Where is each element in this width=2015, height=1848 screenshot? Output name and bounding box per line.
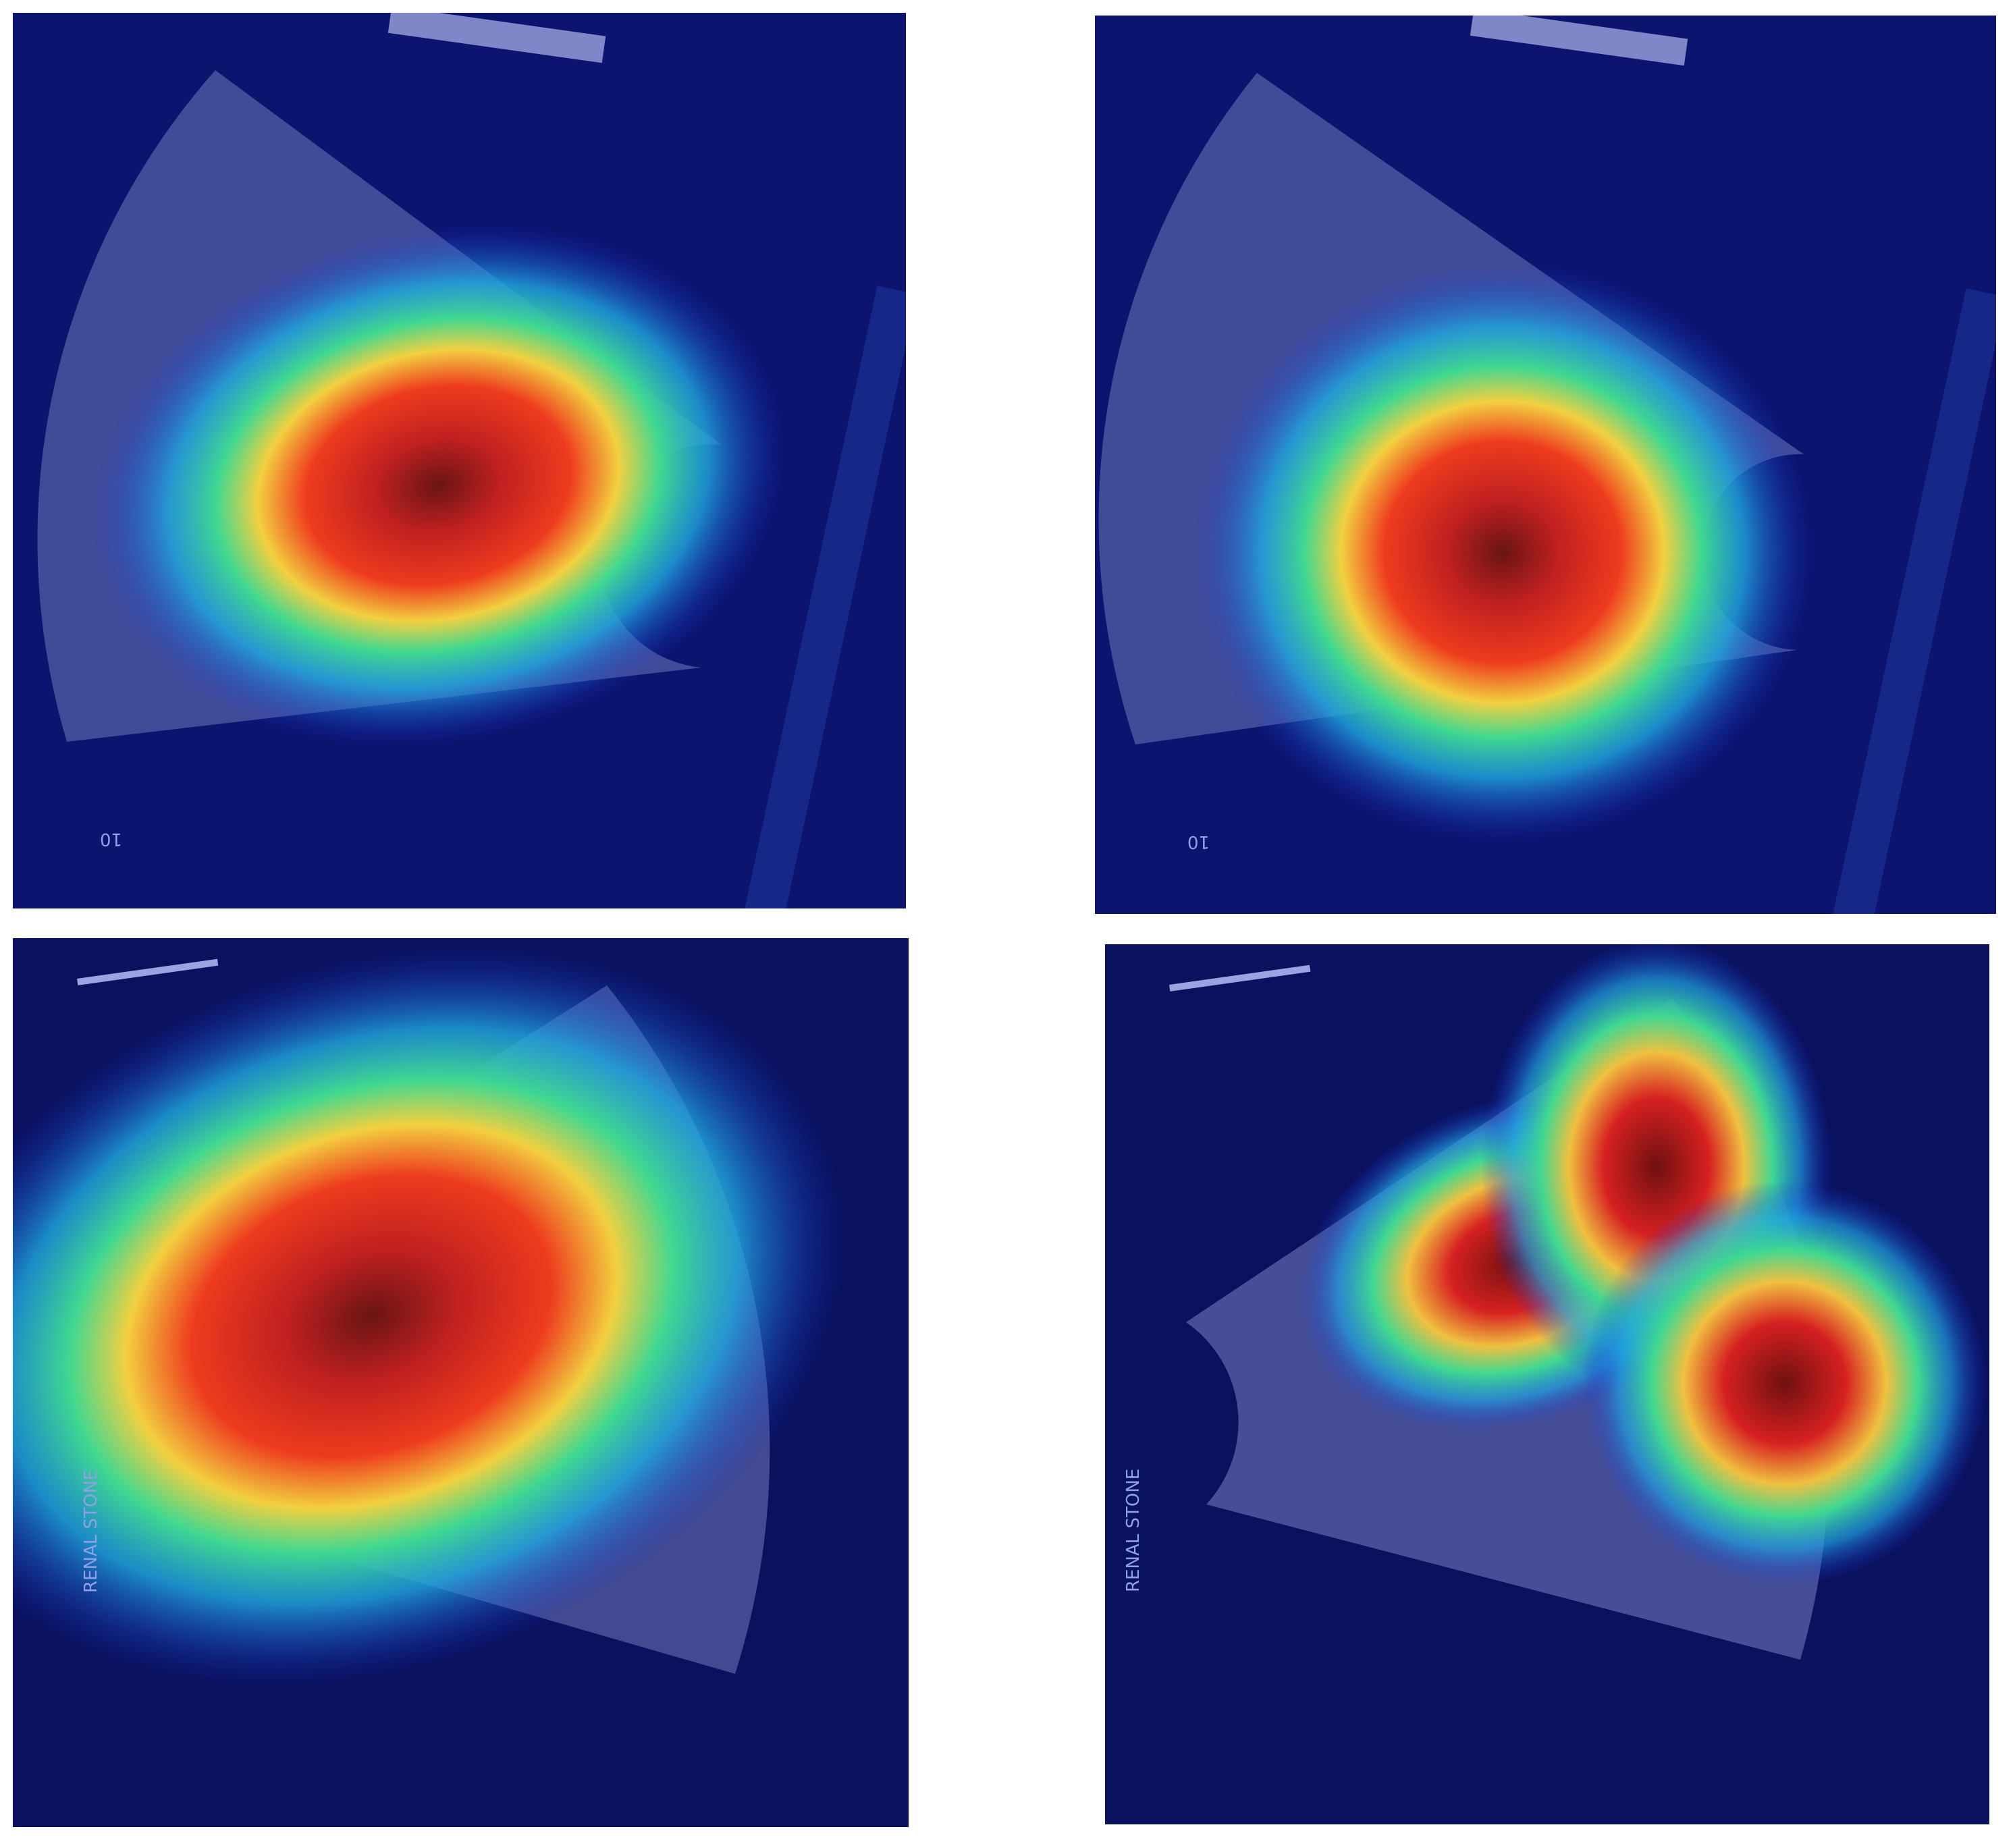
panel-1: 10: [13, 13, 906, 908]
overlay-text: 10: [1187, 832, 1210, 852]
panel-2: 10: [1095, 16, 1996, 914]
panel-3: RENAL STONE: [13, 938, 909, 1827]
panel-4: RENAL STONE: [1105, 944, 1989, 1824]
overlay-text: RENAL STONE: [81, 1469, 101, 1593]
overlay-text: RENAL STONE: [1123, 1469, 1144, 1592]
overlay-text: 10: [100, 829, 122, 849]
